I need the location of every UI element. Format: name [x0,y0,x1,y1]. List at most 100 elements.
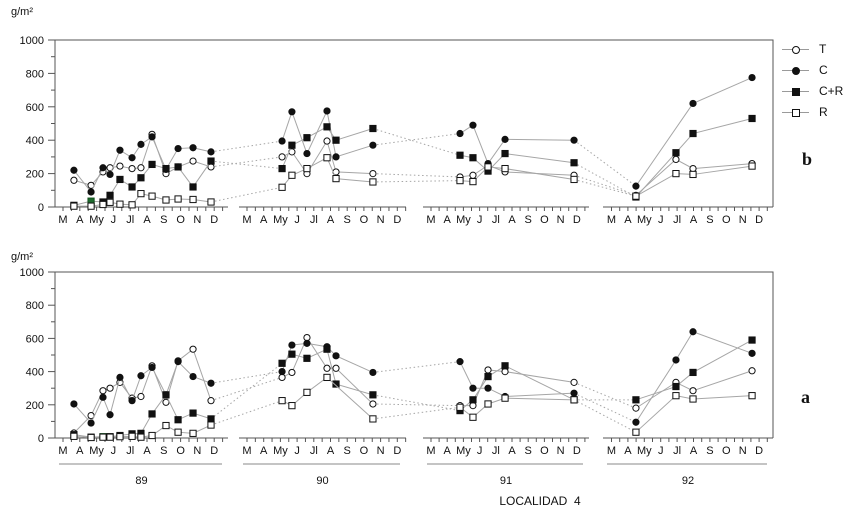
y-axis-unit-top: g/m² [11,6,33,18]
svg-text:O: O [540,445,549,457]
svg-text:A: A [508,445,516,457]
svg-text:92: 92 [682,475,694,487]
svg-text:My: My [273,445,288,457]
svg-text:J: J [111,214,117,226]
svg-text:A: A [143,214,151,226]
svg-text:0: 0 [38,433,44,445]
svg-text:S: S [706,214,713,226]
svg-text:A: A [327,445,335,457]
svg-text:M: M [426,214,435,226]
svg-text:D: D [210,214,218,226]
legend-item-c-plus-r: C+R [782,81,860,102]
svg-text:D: D [210,445,218,457]
svg-text:N: N [739,214,747,226]
svg-text:A: A [260,445,268,457]
svg-text:Jl: Jl [673,445,681,457]
svg-text:J: J [294,214,300,226]
svg-text:S: S [344,445,351,457]
legend: T C C+R R [782,39,860,123]
svg-text:600: 600 [26,333,44,345]
svg-text:O: O [360,445,369,457]
legend-label: T [819,42,827,56]
svg-text:D: D [755,214,763,226]
svg-text:My: My [89,214,104,226]
svg-text:J: J [658,445,664,457]
svg-text:89: 89 [135,475,147,487]
filled-circle-marker-icon [792,67,800,75]
svg-text:Jl: Jl [492,214,500,226]
svg-text:1000: 1000 [20,267,44,279]
svg-text:800: 800 [26,68,44,80]
svg-text:O: O [722,214,731,226]
svg-text:My: My [637,445,652,457]
svg-text:M: M [426,445,435,457]
svg-text:S: S [344,214,351,226]
svg-text:90: 90 [316,475,328,487]
svg-text:My: My [89,445,104,457]
svg-text:A: A [444,445,452,457]
svg-text:M: M [607,445,616,457]
open-square-marker-icon [792,109,800,117]
svg-text:S: S [160,445,167,457]
svg-text:N: N [557,445,565,457]
svg-text:J: J [477,214,483,226]
svg-text:Jl: Jl [126,214,134,226]
y-axis-unit-bottom: g/m² [11,251,33,263]
svg-text:My: My [637,214,652,226]
svg-text:M: M [58,445,67,457]
legend-item-c: C [782,60,860,81]
svg-text:O: O [360,214,369,226]
svg-text:Jl: Jl [310,214,318,226]
svg-text:N: N [193,214,201,226]
svg-text:800: 800 [26,300,44,312]
svg-text:D: D [573,214,581,226]
legend-label: R [819,105,828,119]
svg-text:N: N [193,445,201,457]
svg-text:M: M [242,214,251,226]
svg-text:A: A [327,214,335,226]
svg-text:J: J [477,445,483,457]
svg-text:Jl: Jl [310,445,318,457]
svg-text:D: D [573,445,581,457]
legend-item-t: T [782,39,860,60]
svg-text:A: A [260,214,268,226]
svg-text:Jl: Jl [492,445,500,457]
svg-text:0: 0 [38,202,44,214]
legend-label: C [819,63,828,77]
svg-text:200: 200 [26,400,44,412]
svg-text:N: N [557,214,565,226]
svg-text:M: M [607,214,616,226]
svg-text:O: O [540,214,549,226]
svg-text:A: A [624,214,632,226]
svg-text:My: My [456,214,471,226]
svg-text:O: O [176,214,185,226]
svg-text:A: A [624,445,632,457]
figure-title: LOCALIDAD 4 [499,494,581,508]
svg-text:S: S [525,214,532,226]
svg-text:A: A [76,445,84,457]
svg-text:400: 400 [26,135,44,147]
svg-text:S: S [160,214,167,226]
svg-text:D: D [755,445,763,457]
svg-text:200: 200 [26,169,44,181]
svg-text:O: O [176,445,185,457]
svg-text:D: D [393,445,401,457]
svg-text:M: M [58,214,67,226]
svg-text:J: J [658,214,664,226]
svg-text:S: S [706,445,713,457]
svg-text:J: J [111,445,117,457]
svg-text:N: N [377,445,385,457]
legend-label: C+R [819,84,844,98]
svg-text:A: A [690,214,698,226]
svg-text:A: A [444,214,452,226]
panel-label-b: b [802,149,813,169]
panel-label-a: a [801,387,810,407]
svg-text:Jl: Jl [126,445,134,457]
svg-text:A: A [76,214,84,226]
filled-square-marker-icon [792,88,800,96]
svg-text:O: O [722,445,731,457]
svg-text:1000: 1000 [20,35,44,47]
